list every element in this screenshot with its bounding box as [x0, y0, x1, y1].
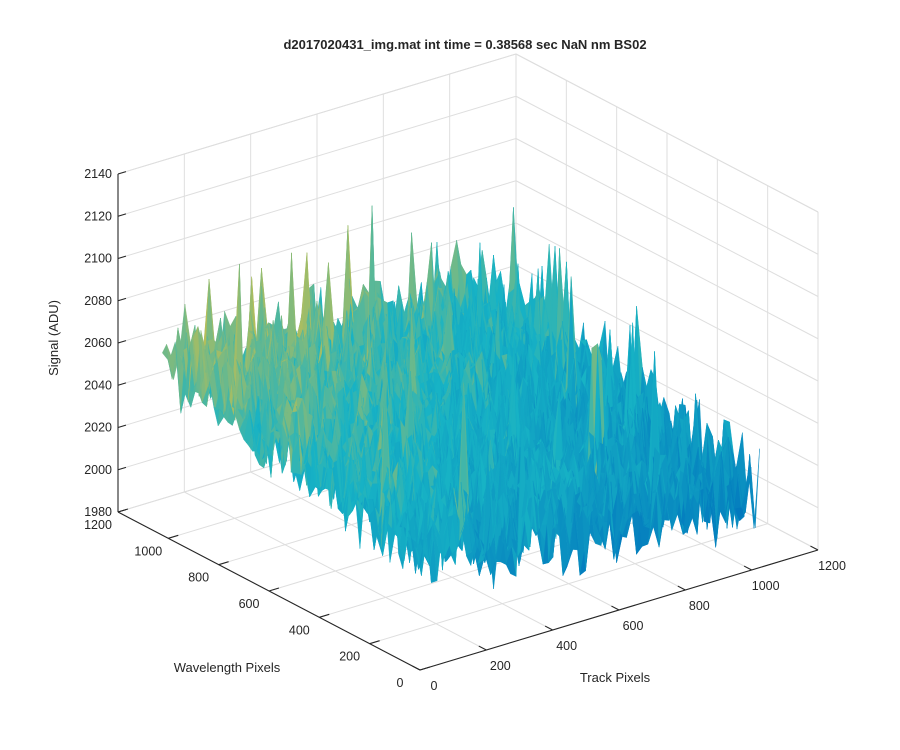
surface-cell [749, 448, 760, 529]
x-tick [611, 605, 620, 611]
y-axis-label: Wavelength Pixels [174, 660, 281, 675]
x-tick [677, 585, 686, 591]
y-tick-label: 1000 [134, 544, 162, 558]
y-tick-label: 0 [397, 676, 404, 690]
y-tick-label: 200 [339, 650, 360, 664]
z-tick-label: 2100 [84, 252, 112, 266]
y-tick [319, 613, 330, 618]
z-tick-label: 2020 [84, 421, 112, 435]
y-tick [419, 666, 431, 671]
x-tick-label: 600 [623, 619, 644, 633]
x-tick [544, 625, 553, 631]
y-tick-label: 800 [188, 571, 209, 585]
pane-edge [117, 53, 517, 175]
x-tick [810, 545, 819, 551]
z-tick [117, 382, 127, 386]
x-tick [478, 645, 487, 651]
x-tick-label: 1000 [752, 579, 780, 593]
z-tick-label: 1980 [84, 505, 112, 519]
x-tick [412, 665, 421, 671]
z-tick [117, 213, 127, 217]
x-tick-label: 200 [490, 659, 511, 673]
z-tick [117, 466, 127, 471]
y-tick-label: 400 [289, 623, 310, 637]
x-tick-label: 800 [689, 599, 710, 613]
z-tick-label: 2120 [84, 209, 112, 223]
z-tick-label: 2080 [84, 294, 112, 308]
y-tick-label: 600 [239, 597, 260, 611]
z-tick [117, 255, 127, 260]
z-tick [117, 424, 127, 429]
y-tick [268, 587, 280, 592]
grid-line [515, 180, 819, 340]
y-tick [168, 534, 179, 539]
chart-title: d2017020431_img.mat int time = 0.38568 s… [283, 37, 646, 52]
pane-edge [515, 53, 819, 213]
x-tick [743, 565, 752, 571]
grid-line [117, 95, 517, 217]
y-tick [218, 561, 229, 566]
z-tick-label: 2040 [84, 378, 112, 392]
grid-line [515, 222, 819, 382]
z-tick-label: 2140 [84, 167, 112, 181]
x-tick-label: 0 [431, 679, 438, 693]
z-axis-label: Signal (ADU) [46, 300, 61, 376]
grid-line [515, 138, 819, 297]
z-tick [117, 171, 127, 175]
x-tick-label: 1200 [818, 559, 846, 573]
z-tick [117, 509, 127, 513]
axes-frame: 0 200 400 600 800 1000 1200 0 200 400 600 800 1000 12… [84, 167, 846, 693]
z-tick [117, 297, 127, 302]
y-tick-label: 1200 [84, 518, 112, 532]
grid-line [117, 180, 517, 302]
x-axis-label: Track Pixels [580, 670, 651, 685]
x-tick-label: 400 [556, 639, 577, 653]
y-tick [369, 640, 380, 645]
grid-line [515, 95, 819, 255]
surface-mesh [162, 205, 760, 589]
z-tick-label: 2060 [84, 336, 112, 350]
grid-line [117, 138, 517, 259]
z-tick [117, 340, 127, 344]
grid-line [369, 523, 768, 645]
z-tick-label: 2000 [84, 463, 112, 477]
